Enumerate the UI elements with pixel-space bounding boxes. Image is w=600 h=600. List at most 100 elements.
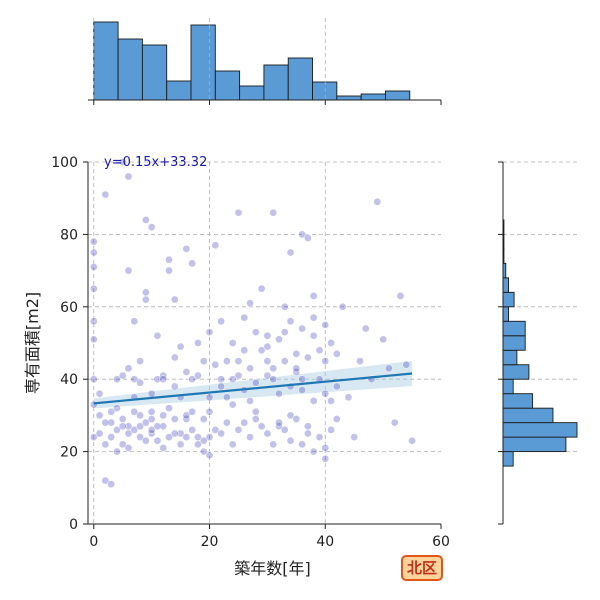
scatter-point [182,433,191,441]
scatter-point [142,436,150,445]
scatter-point [269,440,278,449]
scatter-point [304,234,312,242]
scatter-point [251,407,260,416]
scatter-point [263,371,272,380]
scatter-point [257,346,266,355]
scatter-point [142,216,150,224]
y-tick-label: 40 [60,372,78,388]
top-histogram-bar [263,64,289,101]
scatter-point [199,436,208,445]
x-tick-label: 0 [89,534,98,550]
scatter-point [101,418,110,427]
scatter-point [408,436,416,445]
scatter-point [373,197,382,206]
scatter-point [251,378,260,387]
right-histogram-bar [502,364,530,380]
scatter-point [298,324,306,333]
scatter-point [275,389,283,398]
y-axis-title: 専有面積[m2] [23,292,42,394]
scatter-point [170,353,179,362]
right-histogram-bar [502,320,526,337]
y-tick-label: 60 [60,300,78,316]
scatter-point [280,426,289,434]
scatter-point [107,433,115,441]
scatter-point [118,440,127,449]
scatter-point [223,418,231,427]
scatter-point [332,350,341,358]
scatter-point [205,433,214,441]
scatter-point [286,248,295,257]
scatter-point [176,342,185,351]
scatter-point [298,386,306,394]
scatter-point [113,404,121,413]
x-tick-label: 20 [201,534,219,550]
x-axis-title: 築年数[年] [234,559,311,578]
scatter-point [211,241,220,250]
scatter-point [292,350,301,358]
scatter-point [246,364,254,373]
scatter-point [89,400,98,409]
scatter-point [361,324,370,333]
scatter-point [147,407,156,416]
scatter-point [217,429,225,438]
scatter-point [402,360,411,369]
regression-equation: y=0.15x+33.32 [104,155,207,170]
scatter-point [257,422,266,431]
top-histogram-bar [336,95,362,101]
scatter-point [217,317,225,326]
scatter-point [309,292,318,300]
scatter-point [136,378,144,387]
scatter-point [89,248,98,257]
scatter-point [199,357,208,365]
scatter-point [107,418,115,427]
scatter-point [228,375,237,384]
scatter-point [217,375,225,384]
scatter-point [205,393,214,402]
top-histogram-bar [360,93,386,101]
scatter-point [269,375,278,384]
scatter-point [147,415,156,423]
scatter-point [228,339,237,347]
top-histogram-bar [384,90,411,101]
scatter-point [205,451,214,460]
scatter-point [159,422,168,431]
scatter-point [118,371,127,380]
x-tick-label: 60 [432,534,450,550]
y-tick-label: 0 [69,517,78,533]
scatter-point [182,245,191,253]
scatter-point [240,418,249,427]
scatter-point [327,339,335,347]
scatter-point [240,313,249,322]
scatter-point [309,447,318,456]
scatter-point [223,357,231,365]
scatter-point [246,433,254,441]
scatter-point [205,328,214,336]
scatter-point [89,263,98,271]
scatter-point [269,208,278,217]
scatter-point [309,331,318,340]
scatter-point [292,415,301,423]
scatter-point [159,375,168,384]
scatter-point [234,426,243,434]
scatter-point [396,292,405,300]
scatter-point [159,411,168,420]
scatter-point [234,371,243,380]
scatter-point [188,375,197,384]
scatter-point [263,331,272,340]
scatter-point [147,223,156,232]
right-histogram-bar [502,349,518,366]
scatter-point [176,440,185,449]
scatter-point [286,411,295,420]
scatter-point [298,375,306,384]
scatter-point [142,288,150,297]
scatter-point [113,447,121,456]
scatter-point [113,426,121,434]
scatter-point [136,411,144,420]
top-histogram-bar [93,21,119,101]
scatter-point [89,317,98,326]
scatter-point [165,255,173,264]
scatter-point [263,342,272,351]
scatter-point [321,454,330,463]
top-histogram-bar [190,24,216,101]
scatter-point [292,364,301,373]
